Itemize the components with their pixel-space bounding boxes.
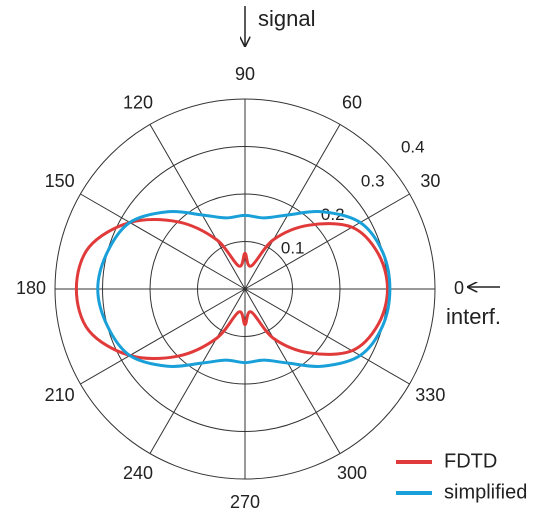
legend: FDTD simplified: [396, 450, 527, 503]
legend-label: simplified: [444, 481, 527, 503]
r-tick-label: 0.3: [361, 171, 385, 190]
ring: [197, 241, 293, 337]
theta-tick-label: 30: [420, 171, 440, 191]
theta-tick-label: 240: [123, 463, 153, 483]
theta-tick-label: 0: [454, 278, 464, 298]
theta-tick-label: 120: [123, 92, 153, 112]
theta-tick-label: 180: [16, 278, 46, 298]
ring: [54, 98, 436, 480]
legend-label: FDTD: [444, 450, 497, 472]
curves: [74, 209, 392, 369]
theta-tick-label: 60: [342, 92, 362, 112]
interf-label: interf.: [446, 304, 501, 329]
polar-grid: 03060901201501802102402703003300.10.20.3…: [16, 64, 464, 512]
theta-tick-label: 300: [337, 463, 367, 483]
theta-tick-label: 90: [235, 64, 255, 84]
theta-tick-label: 150: [45, 171, 75, 191]
signal-label: signal: [258, 6, 315, 31]
r-tick-label: 0.4: [401, 138, 425, 157]
theta-tick-label: 270: [230, 492, 260, 512]
theta-tick-label: 330: [415, 385, 445, 405]
r-tick-label: 0.1: [281, 238, 305, 257]
ring: [149, 193, 341, 385]
series-curve: [96, 209, 392, 369]
series-curve: [74, 218, 390, 360]
theta-tick-label: 210: [45, 385, 75, 405]
